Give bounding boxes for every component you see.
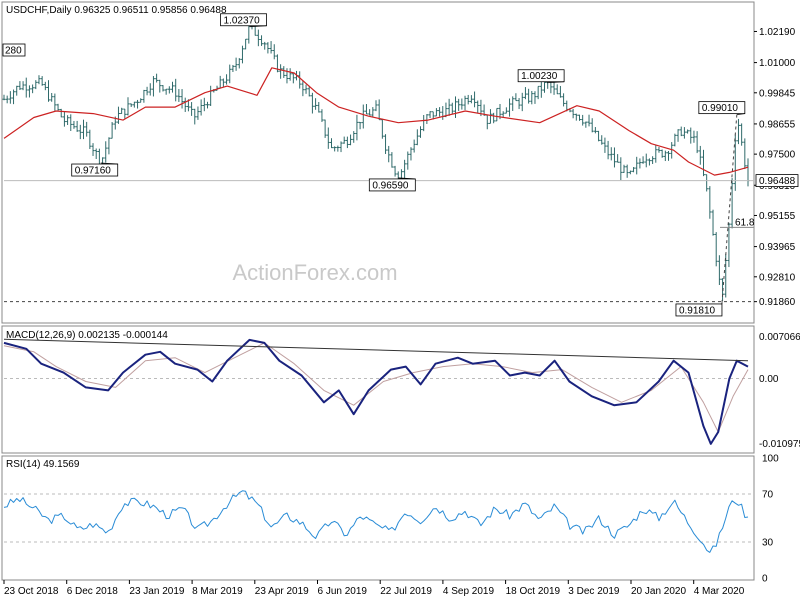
rsi-panel [3, 490, 754, 553]
macd-y-tick-label: 0.007066 [759, 332, 800, 343]
watermark: ActionForex.com [232, 260, 397, 285]
symbol-header: USDCHF,Daily 0.96325 0.96511 0.95856 0.9… [6, 5, 227, 16]
price-y-tick-label: 0.93965 [759, 242, 796, 253]
price-y-tick-label: 0.99845 [759, 88, 796, 99]
price-y-tick-label: 1.02190 [759, 27, 796, 38]
price-panel: 61.8 0.97160 1.02370 0.96590 1.00230 0.99010 0… [2, 13, 755, 317]
rsi-panel-frame [1, 455, 755, 581]
rsi-y-tick-label: 0 [762, 574, 768, 585]
current-price-box [755, 174, 799, 187]
price-y-tick-label: 0.95155 [759, 211, 796, 222]
annotation-label: 0.96590 [372, 180, 409, 191]
annotation-box [220, 13, 267, 27]
rsi-y-tick-label: 70 [762, 490, 774, 501]
x-tick-label: 18 Oct 2019 [506, 586, 561, 597]
price-panel-frame [1, 1, 755, 324]
annotation-label: 0.99010 [702, 103, 739, 114]
current-price-label: 0.96488 [759, 176, 796, 187]
x-tick-label: 23 Jan 2019 [129, 586, 184, 597]
x-tick-label: 6 Dec 2018 [67, 586, 119, 597]
annotation-box [368, 178, 416, 192]
price-y-tick-label: 0.97500 [759, 150, 796, 161]
macd-line [3, 338, 749, 445]
price-y-tick-label: 0.98655 [759, 119, 796, 130]
x-tick-label: 8 Mar 2019 [192, 586, 243, 597]
annotation-label: 0.91810 [679, 305, 716, 316]
price-y-tick-label: 0.92810 [759, 272, 796, 283]
rsi-y-tick-label: 30 [762, 538, 774, 549]
price-y-tick-label: 0.91860 [759, 297, 796, 308]
edge-label: 280 [5, 46, 22, 57]
annotation-label: 1.02370 [224, 15, 261, 26]
rally-dashed-line [721, 114, 738, 303]
annotation-leader [398, 177, 416, 180]
axes: 1.021901.010000.998450.986550.975000.963… [3, 27, 800, 597]
x-tick-label: 6 Jun 2019 [318, 586, 368, 597]
annotation-leader [249, 25, 267, 28]
macd-label: MACD(12,26,9) 0.002135 -0.000144 [6, 330, 168, 341]
annotation-label: 0.97160 [75, 166, 112, 177]
macd-trendline [3, 338, 749, 362]
x-tick-label: 4 Mar 2020 [694, 586, 745, 597]
fib-618-label: 61.8 [735, 217, 755, 228]
x-tick-label: 23 Apr 2019 [255, 586, 309, 597]
annotation-leader [736, 113, 745, 116]
annotation-leader [100, 162, 118, 165]
x-tick-label: 20 Jan 2020 [631, 586, 686, 597]
x-tick-label: 23 Oct 2018 [4, 586, 59, 597]
macd-panel [3, 338, 754, 445]
edge-label-box [2, 43, 26, 57]
annotation-box [517, 69, 565, 83]
macd-panel-frame [1, 325, 755, 454]
annotation-label: 1.00230 [521, 71, 558, 82]
annotation-leader [547, 81, 565, 84]
x-tick-label: 22 Jul 2019 [380, 586, 432, 597]
annotation-box [675, 303, 723, 317]
x-tick-label: 3 Dec 2019 [568, 586, 620, 597]
price-y-tick-label: 1.01000 [759, 58, 796, 69]
rsi-line [3, 490, 749, 553]
annotation-box [71, 163, 119, 177]
rsi-y-tick-label: 100 [762, 454, 779, 465]
macd-y-tick-label: 0.00 [759, 374, 779, 385]
moving-average-line [3, 67, 749, 176]
x-tick-label: 4 Sep 2019 [443, 586, 495, 597]
macd-signal-line [3, 342, 749, 433]
rsi-label: RSI(14) 49.1569 [6, 459, 80, 470]
annotation-box [698, 101, 746, 115]
macd-y-tick-label: -0.010975 [759, 439, 800, 450]
